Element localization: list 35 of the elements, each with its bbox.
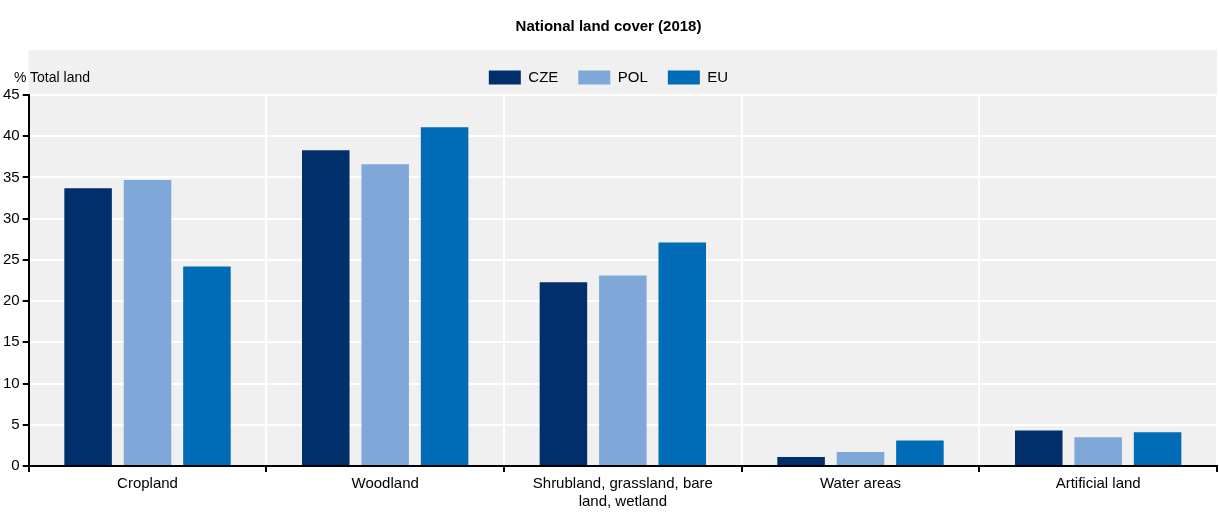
bar xyxy=(64,188,112,465)
bar xyxy=(1014,430,1063,465)
y-tick-label: 25 xyxy=(3,250,20,268)
bar xyxy=(420,127,469,465)
x-tick-label: Cropland xyxy=(117,474,178,492)
chart-title: National land cover (2018) xyxy=(515,17,702,35)
x-tick-label: Shrubland, grassland, bare land, wetland xyxy=(532,474,713,510)
y-tick-label: 5 xyxy=(11,414,20,432)
bar xyxy=(302,150,350,465)
bar xyxy=(183,266,231,465)
legend-label: EU xyxy=(707,67,729,85)
bar xyxy=(361,164,409,465)
bar xyxy=(777,456,825,465)
x-tick-label: Woodland xyxy=(351,474,419,492)
y-tick-label: 45 xyxy=(3,85,20,103)
legend-label: POL xyxy=(617,67,648,85)
y-tick-label: 35 xyxy=(3,167,20,185)
bar xyxy=(123,179,172,465)
bar xyxy=(896,440,944,465)
legend-label: CZE xyxy=(528,67,559,85)
y-tick-label: 40 xyxy=(3,126,20,144)
y-tick-label: 0 xyxy=(11,456,20,474)
bar xyxy=(599,275,647,465)
x-tick-label: Water areas xyxy=(819,474,902,492)
y-tick-label: 20 xyxy=(3,291,20,309)
y-tick-label: 10 xyxy=(3,373,20,391)
bar xyxy=(1133,432,1182,465)
bar xyxy=(836,451,885,465)
y-axis-title: % Total land xyxy=(14,68,91,85)
y-tick-label: 15 xyxy=(3,332,20,350)
bar xyxy=(539,282,588,465)
y-tick-label: 30 xyxy=(3,208,20,226)
bar xyxy=(1074,437,1122,465)
x-tick-label: Artificial land xyxy=(1055,474,1141,492)
bar xyxy=(658,242,707,465)
